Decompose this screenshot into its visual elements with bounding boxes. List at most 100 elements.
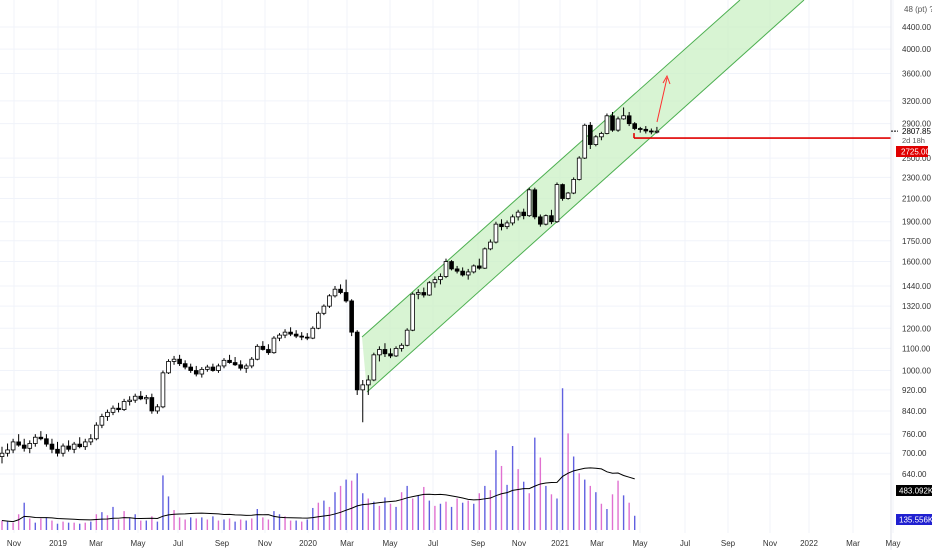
volume-bar [267, 519, 270, 530]
volume-bar [256, 509, 258, 530]
x-tick-label: Mar [89, 539, 103, 548]
volume-bar [51, 520, 53, 530]
x-tick-label: 2021 [551, 539, 569, 548]
candle-body-down [21, 444, 27, 449]
volume-bar [467, 500, 469, 530]
volume-bar [190, 517, 192, 530]
x-tick-label: Jul [173, 539, 183, 548]
candle-body-down [304, 336, 310, 339]
candle [488, 239, 493, 251]
candle [410, 292, 415, 332]
y-tick-label: 700.00 [902, 449, 927, 458]
candle [510, 214, 515, 226]
volume-bar [95, 514, 98, 530]
candle-body-up [604, 115, 610, 134]
volume-bar [523, 481, 525, 530]
candle [604, 113, 610, 135]
candle [438, 273, 443, 285]
y-tick-label: 640.00 [902, 470, 927, 479]
x-tick-label: Mar [590, 539, 604, 548]
volume-bar [201, 517, 203, 530]
channel-fill [362, 0, 804, 392]
price-axis[interactable]: 4400.00 4000.00 3600.00 3200.00 2900.00 2500.… [891, 23, 932, 525]
volume-bar [545, 485, 547, 530]
candles [0, 107, 660, 464]
y-tick-label: 1000.00 [902, 367, 931, 376]
candle [127, 396, 132, 406]
level-price-badge [896, 146, 928, 157]
channel-upper-line[interactable] [361, 0, 741, 338]
candle-body-up [565, 192, 571, 199]
volume-bar [345, 479, 347, 530]
candle-body-down [232, 362, 238, 366]
volume-bar [417, 495, 419, 530]
y-tick-label: 2500.00 [902, 154, 931, 163]
channel-lower-line[interactable] [366, 0, 805, 393]
volume-bar [17, 514, 20, 530]
volume-bar [578, 473, 580, 530]
volume-bar [495, 450, 497, 530]
candle-body-down [149, 397, 155, 412]
y-tick-label: 760.00 [902, 430, 927, 439]
y-tick-label: 1440.00 [902, 282, 931, 291]
candle [621, 107, 626, 120]
candle [321, 304, 327, 316]
drawings[interactable] [633, 74, 891, 139]
arrow-up-icon[interactable] [656, 77, 668, 123]
candle [94, 422, 99, 441]
candle [282, 329, 288, 339]
candle [55, 441, 60, 457]
candle-body-up [399, 344, 404, 349]
y-tick-label: 1200.00 [902, 324, 931, 333]
candle-body-down [454, 268, 460, 272]
candle-body-down [521, 211, 526, 217]
candle-body-up [155, 406, 160, 412]
volume-bar [400, 492, 403, 530]
volume-bar [373, 501, 375, 530]
time-axis[interactable]: Nov 2019 Mar May Jul Sep Nov 2020 Mar May Jul Sep No… [7, 539, 901, 548]
candle-body-up [249, 358, 255, 367]
volume-bar [40, 518, 42, 530]
candle-body-down [637, 128, 643, 130]
candle [460, 267, 465, 277]
volume-bar [511, 446, 514, 530]
candle [71, 441, 77, 454]
volume-bar [90, 521, 92, 530]
volume-badge [896, 514, 932, 525]
volume-bar [389, 503, 392, 530]
candle [160, 370, 166, 409]
volume-bar [595, 492, 597, 530]
price-channel[interactable] [361, 0, 805, 393]
candle [66, 440, 71, 452]
volume-bar [1, 520, 3, 530]
x-tick-label: Nov [258, 539, 272, 548]
volume-bar [323, 500, 325, 530]
x-tick-label: May [130, 539, 145, 548]
candle-body-down [626, 115, 632, 125]
x-tick-label: Mar [846, 539, 860, 548]
candle-body-up [515, 211, 521, 218]
candle-body-down [266, 349, 271, 354]
candle-body-up [582, 124, 588, 159]
candle-body-down [66, 445, 71, 450]
candle [465, 268, 471, 280]
volume-bar [534, 437, 536, 530]
candle-body-up [110, 407, 116, 413]
x-tick-label: May [632, 539, 647, 548]
current-price-label: 2807.85 [902, 127, 931, 136]
candle [310, 326, 316, 340]
volume-bar [62, 521, 64, 530]
volume-bar [12, 522, 14, 530]
volume-bar [617, 480, 619, 530]
candle [260, 341, 266, 351]
volume-bar [395, 506, 397, 530]
candle [0, 446, 5, 464]
y-tick-label: 840.00 [902, 407, 927, 416]
candle-body-up [243, 365, 249, 369]
candle [293, 330, 299, 339]
candle-body-up [60, 445, 66, 454]
volume-bar [473, 503, 475, 530]
y-tick-label: 3600.00 [902, 70, 931, 79]
